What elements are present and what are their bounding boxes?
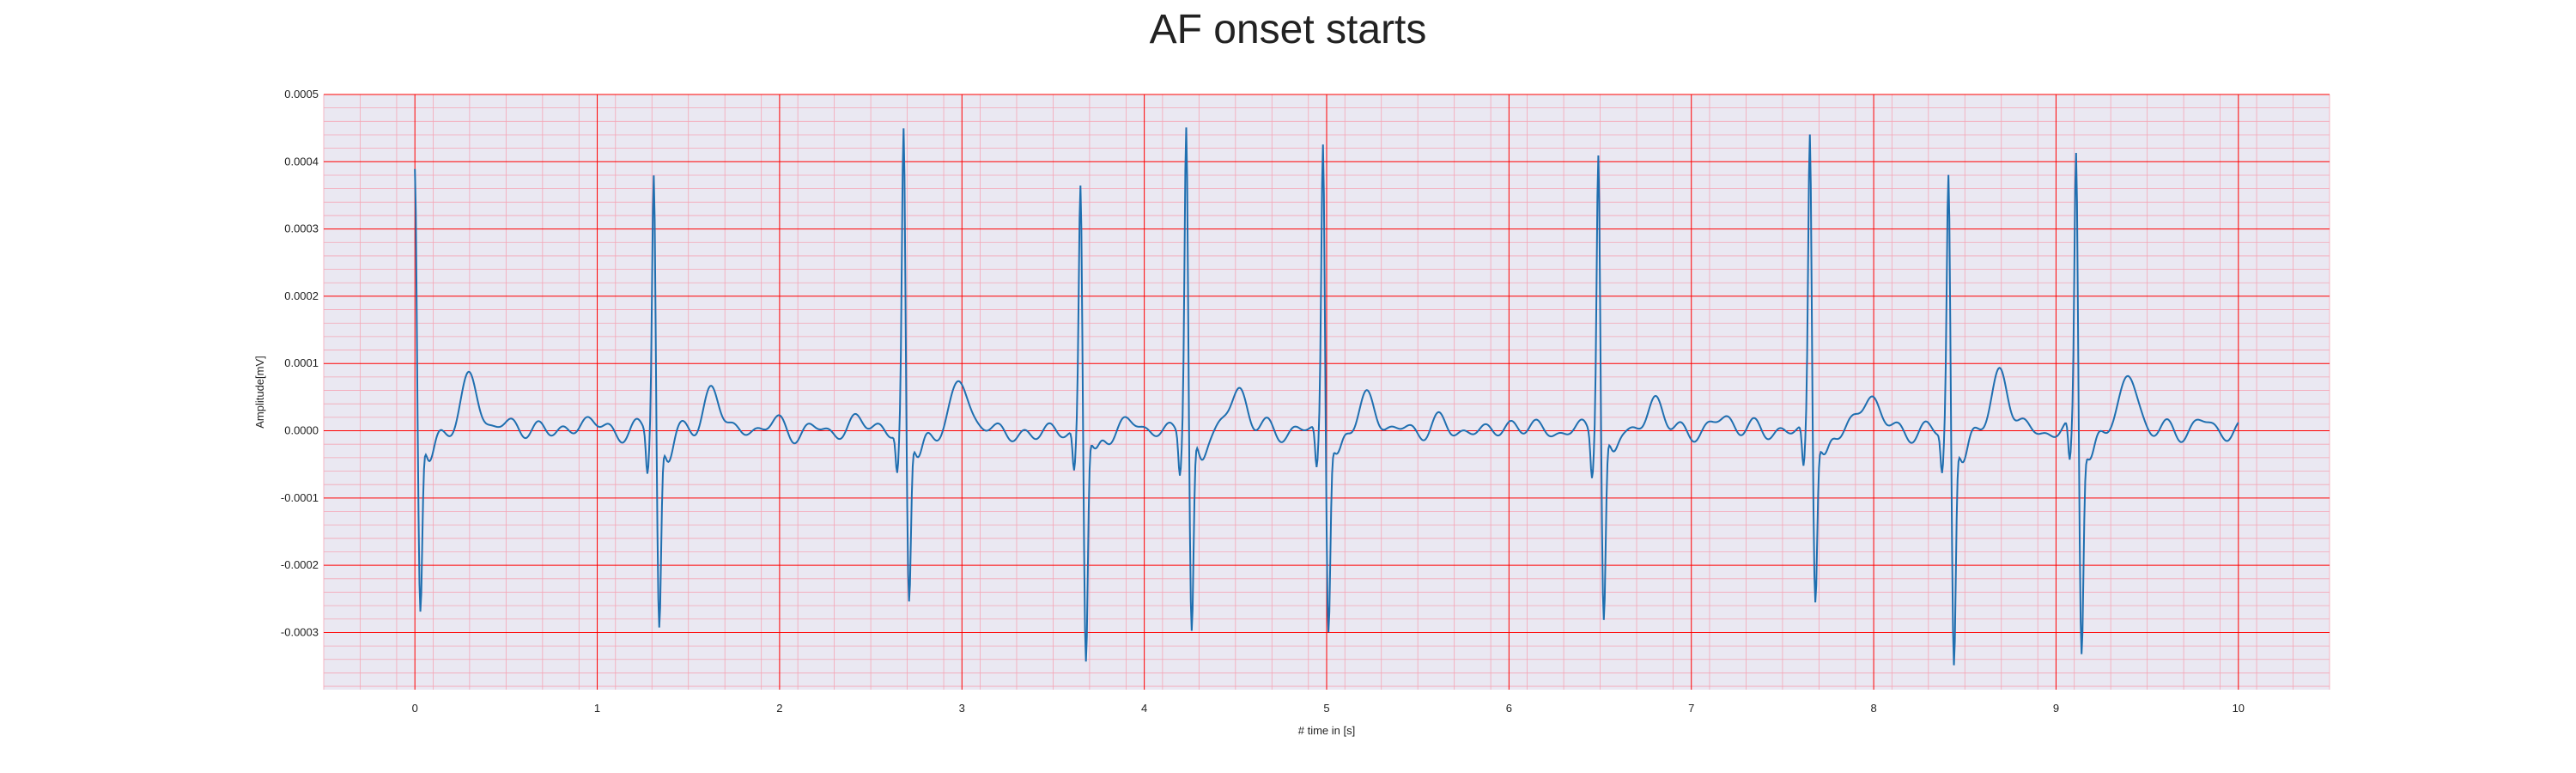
x-tick-label: 1 <box>594 702 600 715</box>
y-axis-ticks: -0.0003 -0.0002 -0.0001 0.0000 0.0001 0.0002 0… <box>281 88 319 638</box>
x-tick-label: 8 <box>1870 702 1876 715</box>
chart-title: AF onset starts <box>1149 7 1427 52</box>
x-tick-label: 7 <box>1688 702 1694 715</box>
y-tick-label: 0.0002 <box>284 289 319 302</box>
y-tick-label: 0.0000 <box>284 424 319 437</box>
y-tick-label: -0.0001 <box>281 491 319 504</box>
y-tick-label: 0.0004 <box>284 155 319 167</box>
x-tick-label: 9 <box>2053 702 2059 715</box>
ecg-series-line <box>414 127 2239 666</box>
x-tick-label: 3 <box>959 702 965 715</box>
y-tick-label: 0.0003 <box>284 222 319 235</box>
series-group <box>414 127 2239 666</box>
y-tick-label: 0.0001 <box>284 356 319 369</box>
x-tick-label: 0 <box>412 702 418 715</box>
x-tick-label: 4 <box>1141 702 1147 715</box>
x-tick-label: 6 <box>1506 702 1512 715</box>
x-axis-label: # time in [s] <box>1298 724 1355 737</box>
y-tick-label: -0.0002 <box>281 558 319 571</box>
y-axis-label: Amplitude[mV] <box>253 356 266 429</box>
x-tick-label: 2 <box>776 702 782 715</box>
y-tick-label: -0.0003 <box>281 625 319 638</box>
x-tick-label: 10 <box>2233 702 2245 715</box>
major-grid <box>324 94 2330 690</box>
y-tick-label: 0.0005 <box>284 88 319 100</box>
x-axis-ticks: 0 1 2 3 4 5 6 7 8 9 10 <box>412 702 2245 715</box>
x-tick-label: 5 <box>1323 702 1329 715</box>
